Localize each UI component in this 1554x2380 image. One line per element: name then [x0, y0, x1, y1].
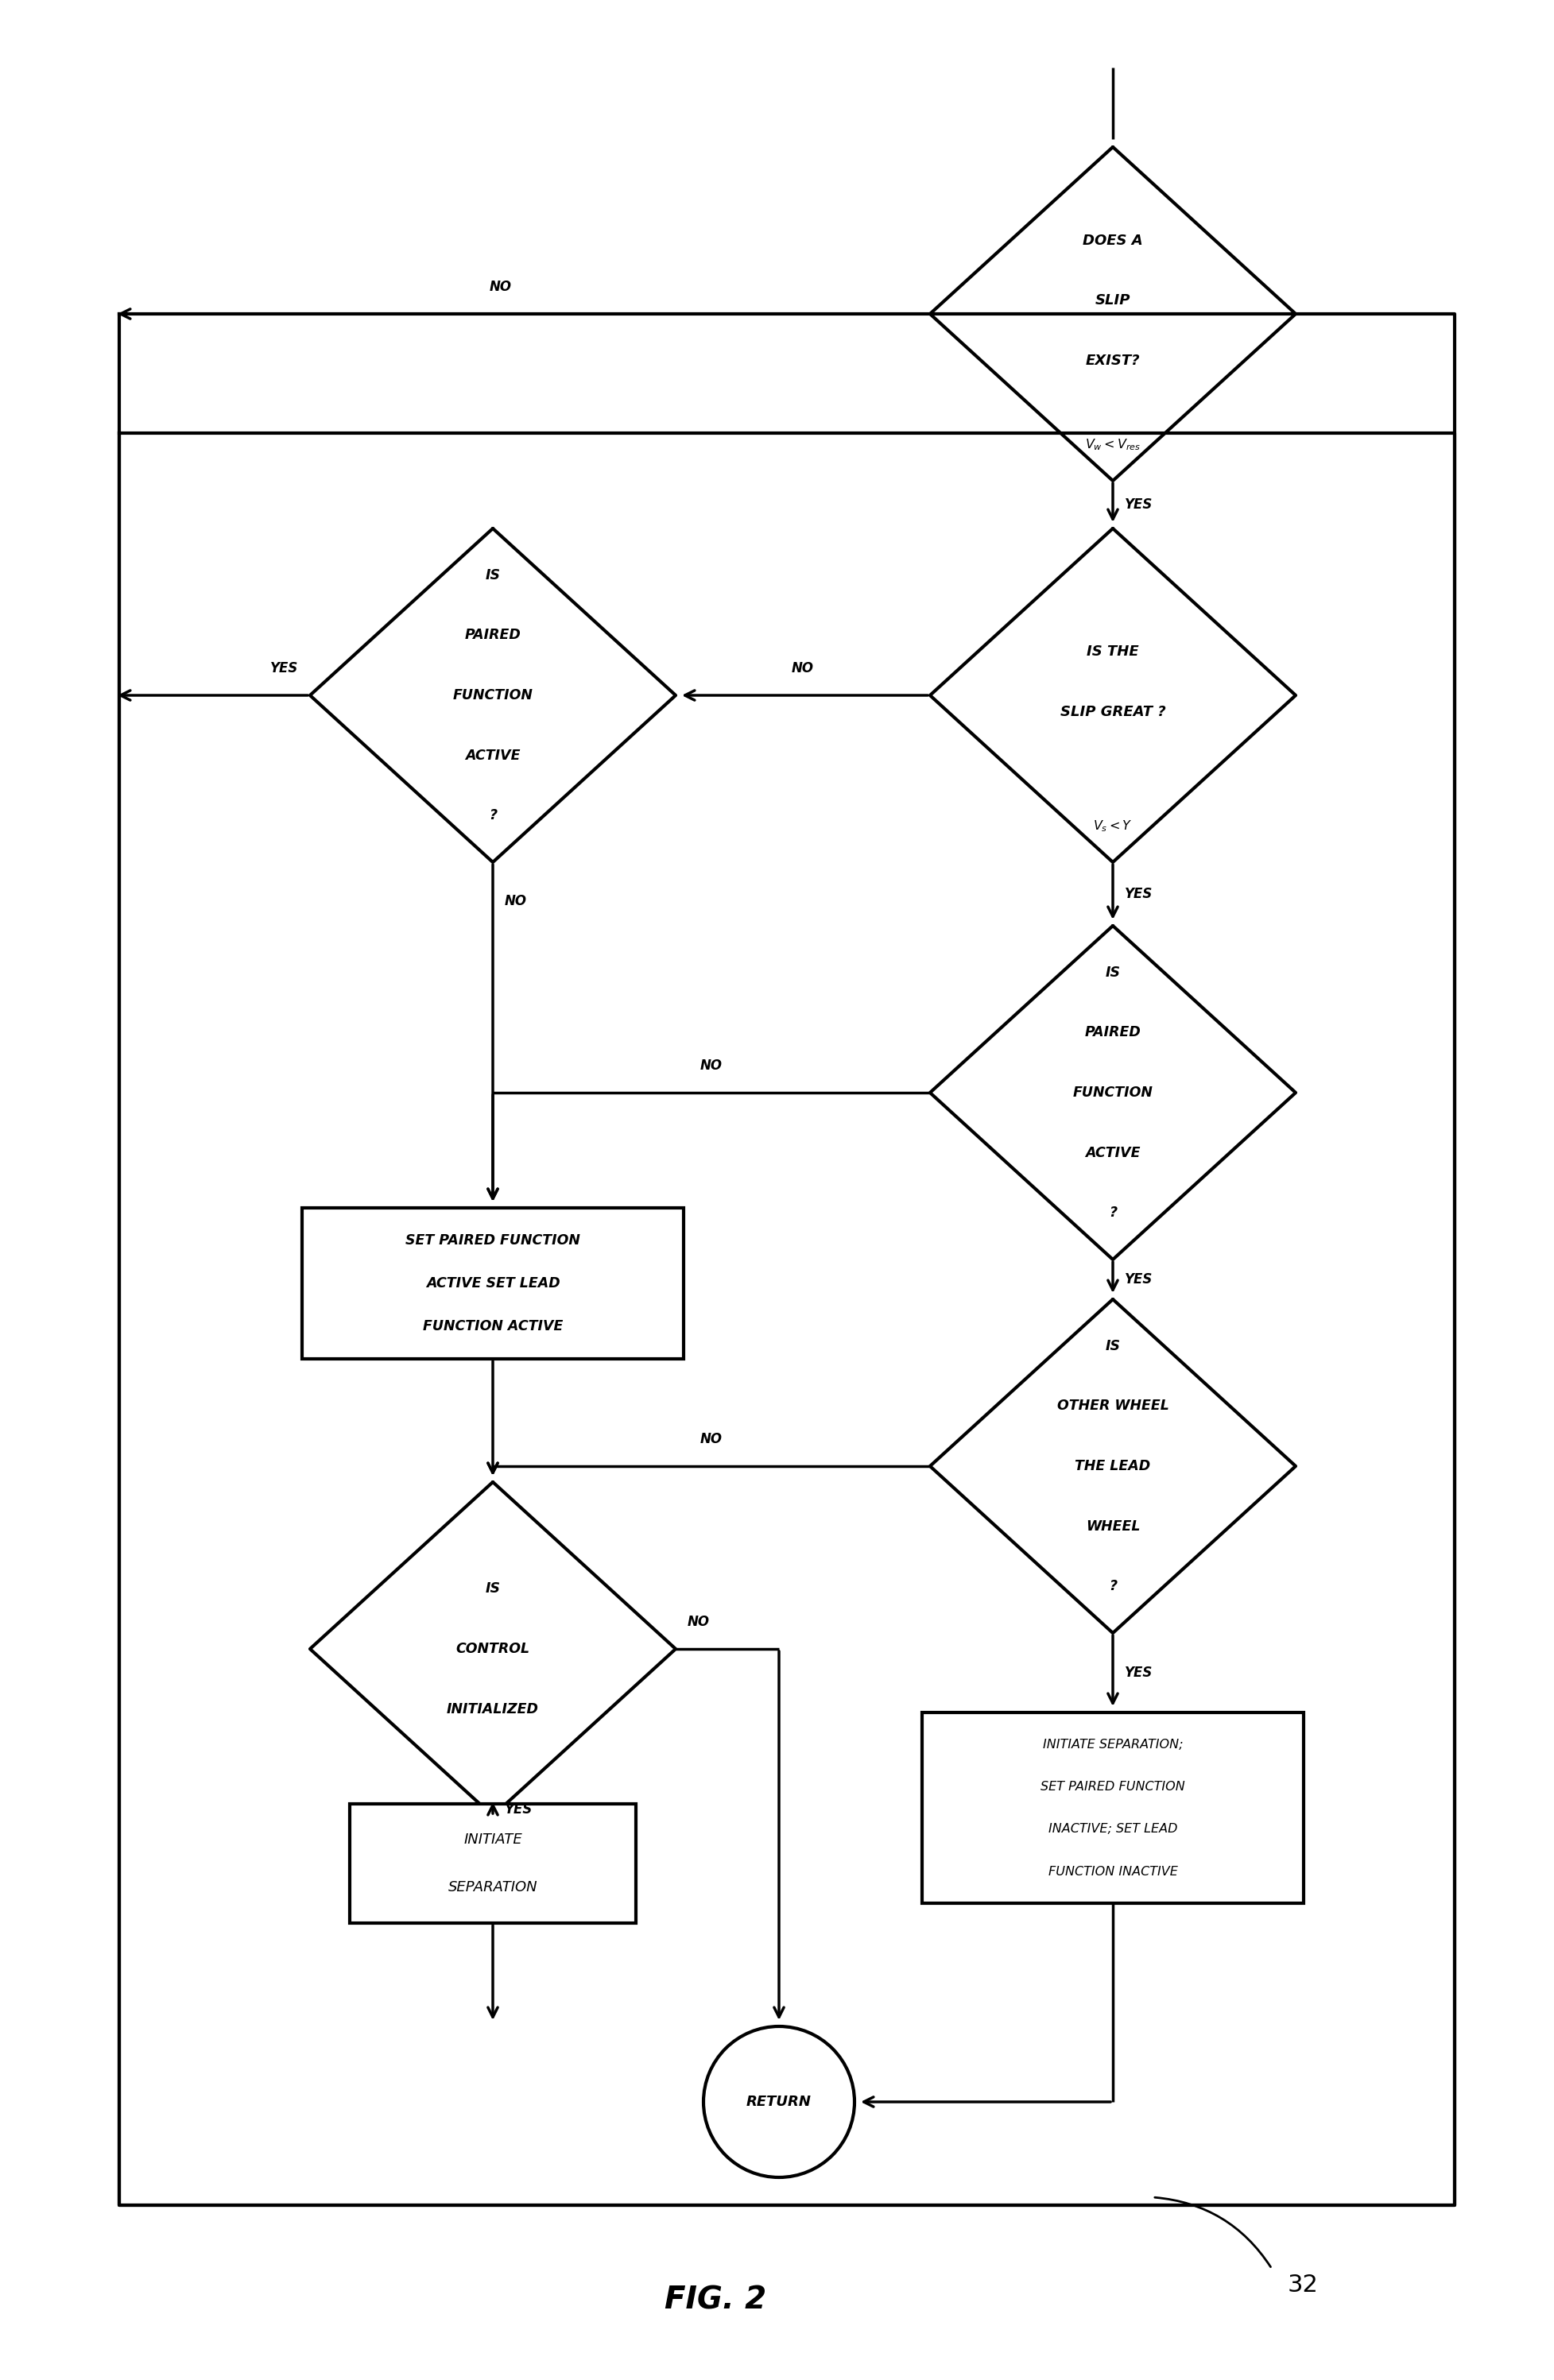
Text: YES: YES [505, 1802, 533, 1816]
Text: NO: NO [791, 662, 814, 676]
Text: ACTIVE: ACTIVE [465, 747, 521, 762]
Text: INITIALIZED: INITIALIZED [446, 1702, 539, 1716]
Text: IS: IS [1105, 1340, 1120, 1354]
Text: NO: NO [505, 895, 527, 909]
Text: FUNCTION INACTIVE: FUNCTION INACTIVE [1047, 1866, 1176, 1878]
Text: PAIRED: PAIRED [465, 628, 521, 643]
Text: ?: ? [488, 809, 497, 823]
Text: NO: NO [699, 1433, 723, 1447]
Text: EXIST?: EXIST? [1085, 355, 1139, 369]
Text: NO: NO [699, 1059, 723, 1073]
Text: YES: YES [270, 662, 298, 676]
Text: IS THE: IS THE [1086, 645, 1139, 659]
Text: PAIRED: PAIRED [1085, 1026, 1141, 1040]
Text: THE LEAD: THE LEAD [1074, 1459, 1150, 1473]
Text: FUNCTION: FUNCTION [452, 688, 533, 702]
Text: SET PAIRED FUNCTION: SET PAIRED FUNCTION [406, 1233, 580, 1247]
Text: YES: YES [1124, 1666, 1153, 1680]
Text: OTHER WHEEL: OTHER WHEEL [1057, 1399, 1169, 1414]
Text: ACTIVE SET LEAD: ACTIVE SET LEAD [426, 1276, 559, 1290]
FancyBboxPatch shape [922, 1714, 1302, 1904]
Text: INITIATE: INITIATE [463, 1833, 522, 1847]
Text: ?: ? [1108, 1207, 1116, 1221]
Text: NO: NO [490, 281, 511, 295]
Text: IS: IS [1105, 966, 1120, 981]
Text: DOES A: DOES A [1082, 233, 1142, 248]
Text: RETURN: RETURN [746, 2094, 811, 2109]
Text: IS: IS [485, 1583, 500, 1597]
Text: SET PAIRED FUNCTION: SET PAIRED FUNCTION [1040, 1780, 1184, 1792]
Circle shape [702, 2025, 855, 2178]
Text: INACTIVE; SET LEAD: INACTIVE; SET LEAD [1047, 1823, 1176, 1835]
Text: YES: YES [1124, 497, 1153, 512]
Text: NO: NO [687, 1614, 710, 1628]
Text: $V_w < V_{res}$: $V_w < V_{res}$ [1085, 438, 1141, 452]
Text: SLIP GREAT ?: SLIP GREAT ? [1060, 704, 1166, 719]
Text: INITIATE SEPARATION;: INITIATE SEPARATION; [1043, 1737, 1183, 1749]
FancyArrowPatch shape [1155, 2197, 1270, 2266]
Text: FUNCTION ACTIVE: FUNCTION ACTIVE [423, 1319, 563, 1333]
FancyBboxPatch shape [350, 1804, 636, 1923]
FancyBboxPatch shape [301, 1209, 684, 1359]
Text: 32: 32 [1287, 2273, 1318, 2297]
Text: $V_s < Y$: $V_s < Y$ [1092, 819, 1131, 833]
Text: SEPARATION: SEPARATION [448, 1880, 538, 1894]
Text: FIG. 2: FIG. 2 [664, 2285, 766, 2316]
Text: CONTROL: CONTROL [455, 1642, 530, 1656]
Text: YES: YES [1124, 1273, 1153, 1288]
Text: SLIP: SLIP [1094, 293, 1130, 307]
Text: WHEEL: WHEEL [1085, 1518, 1139, 1533]
Text: YES: YES [1124, 888, 1153, 902]
Text: IS: IS [485, 569, 500, 583]
Text: ?: ? [1108, 1580, 1116, 1595]
Text: FUNCTION: FUNCTION [1072, 1085, 1153, 1100]
Text: ACTIVE: ACTIVE [1085, 1145, 1141, 1159]
